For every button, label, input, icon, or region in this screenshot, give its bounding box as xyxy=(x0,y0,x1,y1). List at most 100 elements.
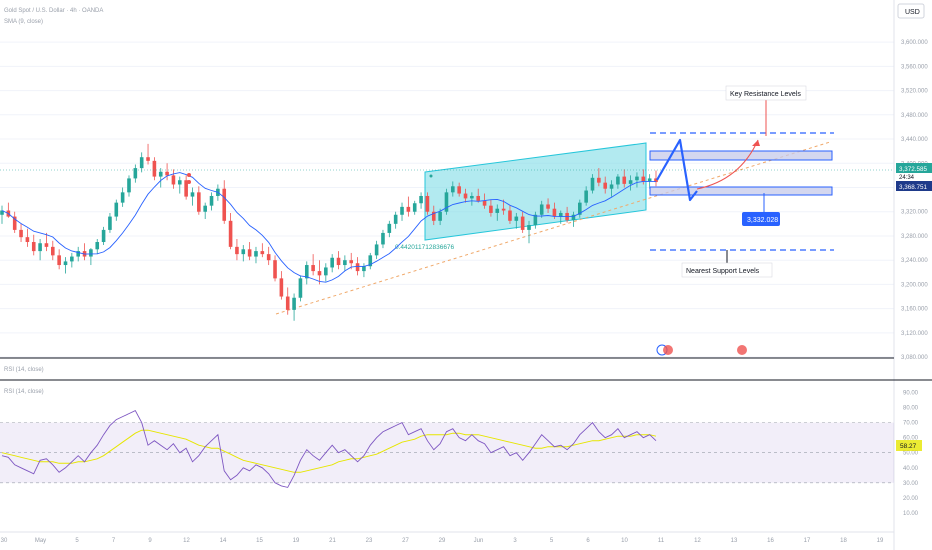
time-tick: 9 xyxy=(148,538,152,544)
candle-body xyxy=(152,160,157,177)
time-tick: 5 xyxy=(550,538,554,544)
candle-body xyxy=(241,249,246,255)
candle-body xyxy=(273,260,277,279)
resistance-zone xyxy=(649,150,833,161)
price-tick: 3,480.000 xyxy=(901,113,928,119)
candle-body xyxy=(247,249,252,257)
time-tick: 16 xyxy=(767,538,774,544)
rsi-tick: 70.00 xyxy=(903,421,919,427)
candle-body xyxy=(209,195,214,206)
candle-body xyxy=(38,243,42,252)
candle-body xyxy=(95,242,100,250)
candle-body xyxy=(609,184,614,189)
candle-body xyxy=(641,176,646,182)
event-flag[interactable] xyxy=(737,345,747,355)
candle-body xyxy=(336,257,341,266)
candle-body xyxy=(304,265,309,279)
candle-body xyxy=(527,225,531,230)
candle-body xyxy=(0,210,4,215)
candle-body xyxy=(393,214,398,224)
rsi-tick: 90.00 xyxy=(903,391,919,397)
price-tick: 3,200.000 xyxy=(901,282,928,288)
time-tick: 15 xyxy=(256,538,263,544)
target-badge[interactable] xyxy=(742,212,780,226)
candle-body xyxy=(260,251,265,255)
candle-body xyxy=(406,206,411,212)
alternate-path-arrow xyxy=(752,140,760,146)
signal-dot xyxy=(187,180,191,184)
time-tick: 19 xyxy=(293,538,300,544)
candle-body xyxy=(381,232,385,245)
time-tick: Jun xyxy=(474,538,484,544)
time-axis: 30 May 5 7 9 12 14 15 19 21 23 27 29 Jun 3 5 6 10 11 12 13 16… xyxy=(1,538,884,544)
candle-body xyxy=(50,246,55,256)
candle-body xyxy=(330,257,334,268)
candle-body xyxy=(317,271,322,276)
rsi-tick: 50.00 xyxy=(903,451,919,457)
time-tick: 30 xyxy=(1,538,8,544)
price-tick: 3,160.000 xyxy=(901,307,928,313)
time-tick: 7 xyxy=(112,538,116,544)
symbol-line: Gold Spot / U.S. Dollar · 4h · OANDA xyxy=(4,8,103,14)
candle-body xyxy=(25,237,30,243)
candle-body xyxy=(533,214,538,226)
rsi-tick: 20.00 xyxy=(903,496,919,502)
candle-body xyxy=(419,195,423,204)
candle-body xyxy=(254,251,258,257)
time-tick: 6 xyxy=(586,538,590,544)
candle-body xyxy=(44,243,49,247)
rsi-tick: 30.00 xyxy=(903,481,919,487)
candle-body xyxy=(63,261,68,266)
candle-body xyxy=(127,178,131,193)
candle-body xyxy=(203,205,207,212)
alternate-path xyxy=(696,139,759,190)
key-resistance-label: Key Resistance Levels xyxy=(730,91,801,98)
candle-body xyxy=(457,186,461,194)
indicator-line: SMA (9, close) xyxy=(4,19,43,25)
candle-body xyxy=(12,216,17,230)
resistance-callout-box[interactable] xyxy=(725,85,807,101)
candle-body xyxy=(70,256,74,262)
secondary-price-badge xyxy=(896,181,932,191)
rsi-line xyxy=(1,410,657,488)
candle-body xyxy=(279,278,284,297)
secondary-price-value: 3,368.751 xyxy=(899,184,928,191)
candle-body xyxy=(603,182,608,189)
candle-body xyxy=(552,208,557,217)
candle-body xyxy=(616,176,620,185)
sma-line xyxy=(1,172,656,283)
candle-body xyxy=(31,242,36,252)
rsi-axis: 90.00 80.00 70.00 60.00 50.00 40.00 30.00 20.00… xyxy=(903,391,919,517)
candle-body xyxy=(501,208,506,211)
signal-dot xyxy=(429,174,433,178)
candle-body xyxy=(362,266,366,272)
candle-body xyxy=(292,297,296,310)
grid xyxy=(0,41,894,358)
candle-body xyxy=(546,204,550,209)
rsi-value: 58.27 xyxy=(900,443,917,450)
candle-body xyxy=(438,211,442,221)
candle-body xyxy=(235,246,239,255)
candle-body xyxy=(489,205,493,213)
last-price-badge xyxy=(896,163,932,173)
currency-label: USD xyxy=(905,9,920,16)
candle-body xyxy=(558,212,563,217)
candle-body xyxy=(520,216,525,230)
event-flag[interactable] xyxy=(656,344,673,356)
last-price-value: 3,372.585 xyxy=(899,166,928,173)
candle-body xyxy=(19,229,23,238)
price-tick: 3,520.000 xyxy=(901,89,928,95)
support-callout-box[interactable] xyxy=(681,262,773,278)
rsi-label: RSI (14, close) xyxy=(4,389,44,395)
candle-body xyxy=(590,177,595,191)
candle-body xyxy=(355,263,360,272)
candle-body xyxy=(463,193,468,199)
candle-body xyxy=(114,202,119,217)
rsi-label-top: RSI (14, close) xyxy=(4,367,44,373)
candle-body xyxy=(368,255,373,267)
price-tick: 3,240.000 xyxy=(901,258,928,264)
price-tick: 3,440.000 xyxy=(901,137,928,143)
candle-body xyxy=(171,175,176,185)
currency-button[interactable] xyxy=(897,3,925,19)
